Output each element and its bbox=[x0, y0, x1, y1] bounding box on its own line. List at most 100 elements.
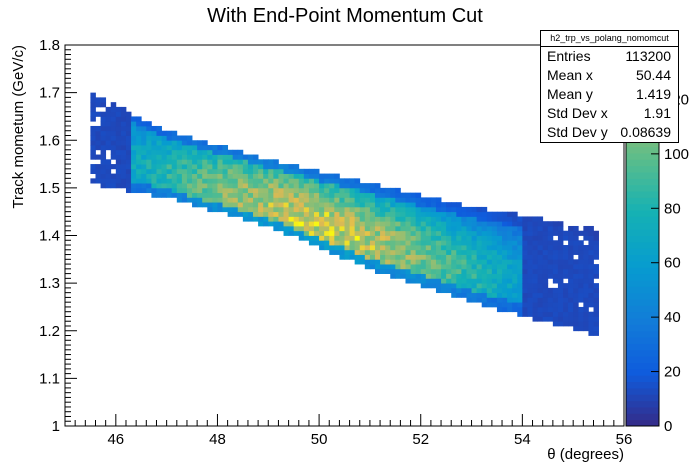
heatmap-cell bbox=[95, 130, 101, 136]
heatmap-cell bbox=[268, 216, 274, 222]
heatmap-cell bbox=[95, 97, 101, 103]
heatmap-cell bbox=[588, 321, 594, 327]
heatmap-cell bbox=[527, 221, 533, 227]
heatmap-cell bbox=[456, 221, 462, 227]
heatmap-cell bbox=[395, 230, 401, 236]
heatmap-cell bbox=[415, 206, 422, 213]
heatmap-cell bbox=[395, 254, 401, 260]
heatmap-cell bbox=[374, 235, 381, 241]
heatmap-cell bbox=[471, 225, 478, 232]
heatmap-cell bbox=[527, 268, 533, 274]
heatmap-cell bbox=[451, 221, 457, 227]
heatmap-cell bbox=[359, 197, 366, 203]
heatmap-cell bbox=[471, 278, 478, 284]
heatmap-cell bbox=[324, 173, 330, 179]
heatmap-cell bbox=[512, 235, 518, 241]
heatmap-cell bbox=[547, 225, 554, 232]
heatmap-cell bbox=[471, 268, 478, 274]
heatmap-cell bbox=[217, 183, 223, 189]
heatmap-cell bbox=[471, 245, 478, 251]
heatmap-cell bbox=[151, 130, 157, 136]
heatmap-cell bbox=[537, 235, 544, 241]
heatmap-cell bbox=[491, 230, 498, 236]
heatmap-cell bbox=[400, 192, 406, 198]
heatmap-cell bbox=[334, 221, 340, 227]
heatmap-cell bbox=[115, 106, 122, 113]
heatmap-cell bbox=[578, 297, 584, 303]
heatmap-cell bbox=[441, 287, 447, 294]
heatmap-cell bbox=[298, 192, 305, 198]
heatmap-cell bbox=[446, 240, 452, 246]
heatmap-cell bbox=[496, 221, 503, 227]
heatmap-cell bbox=[425, 245, 432, 251]
heatmap-cell bbox=[120, 183, 127, 189]
heatmap-cell bbox=[385, 249, 391, 255]
heatmap-cell bbox=[212, 197, 218, 203]
heatmap-cell bbox=[491, 216, 498, 222]
heatmap-cell bbox=[496, 283, 503, 289]
heatmap-cell bbox=[222, 192, 229, 198]
heatmap-cell bbox=[110, 111, 117, 117]
heatmap-cell bbox=[100, 178, 107, 184]
heatmap-cell bbox=[303, 192, 310, 198]
heatmap-cell bbox=[349, 225, 356, 232]
heatmap-cell bbox=[537, 249, 544, 255]
heatmap-cell bbox=[557, 245, 564, 251]
heatmap-cell bbox=[517, 306, 523, 313]
heatmap-cell bbox=[293, 183, 300, 189]
heatmap-cell bbox=[578, 316, 584, 322]
heatmap-cell bbox=[298, 187, 305, 194]
heatmap-cell bbox=[283, 211, 289, 217]
heatmap-cell bbox=[522, 264, 528, 270]
heatmap-cell bbox=[258, 211, 264, 217]
heatmap-cell bbox=[186, 149, 193, 155]
heatmap-cell bbox=[95, 111, 101, 117]
heatmap-cell bbox=[176, 183, 183, 189]
heatmap-cell bbox=[481, 235, 488, 241]
heatmap-cell bbox=[369, 249, 376, 255]
heatmap-cell bbox=[578, 292, 584, 298]
heatmap-cell bbox=[207, 159, 213, 165]
heatmap-cell bbox=[471, 249, 478, 255]
heatmap-cell bbox=[517, 287, 523, 294]
heatmap-cell bbox=[278, 168, 284, 174]
heatmap-cell bbox=[258, 178, 264, 184]
heatmap-cell bbox=[90, 140, 96, 146]
heatmap-cell bbox=[502, 278, 508, 284]
palette-band bbox=[626, 337, 659, 344]
heatmap-cell bbox=[517, 311, 523, 317]
heatmap-cell bbox=[242, 183, 249, 189]
heatmap-cell bbox=[527, 283, 533, 289]
heatmap-cell bbox=[329, 249, 335, 255]
heatmap-cell bbox=[207, 149, 213, 155]
heatmap-cell bbox=[486, 264, 493, 270]
x-axis-label: θ (degrees) bbox=[547, 446, 624, 463]
heatmap-cell bbox=[400, 202, 406, 208]
heatmap-cell bbox=[563, 302, 569, 308]
heatmap-cell bbox=[456, 278, 462, 284]
heatmap-cell bbox=[395, 235, 401, 241]
heatmap-cell bbox=[522, 311, 528, 317]
heatmap-cell bbox=[395, 211, 401, 217]
heatmap-cell bbox=[395, 197, 401, 203]
heatmap-cell bbox=[563, 273, 569, 279]
heatmap-cell bbox=[339, 206, 345, 213]
heatmap-cell bbox=[349, 240, 356, 246]
heatmap-cell bbox=[410, 221, 417, 227]
heatmap-cell bbox=[339, 178, 345, 184]
heatmap-cell bbox=[202, 145, 208, 151]
heatmap-cell bbox=[329, 183, 335, 189]
heatmap-cell bbox=[552, 221, 559, 227]
heatmap-cell bbox=[232, 168, 239, 174]
heatmap-cell bbox=[542, 273, 549, 279]
heatmap-cell bbox=[344, 178, 350, 184]
heatmap-cell bbox=[537, 268, 544, 274]
heatmap-cell bbox=[146, 183, 152, 189]
heatmap-cell bbox=[491, 292, 498, 298]
heatmap-cell bbox=[380, 192, 386, 198]
heatmap-cell bbox=[354, 230, 361, 236]
heatmap-cell bbox=[278, 178, 284, 184]
heatmap-cell bbox=[517, 292, 523, 298]
heatmap-cell bbox=[324, 221, 330, 227]
heatmap-cell bbox=[451, 225, 457, 232]
